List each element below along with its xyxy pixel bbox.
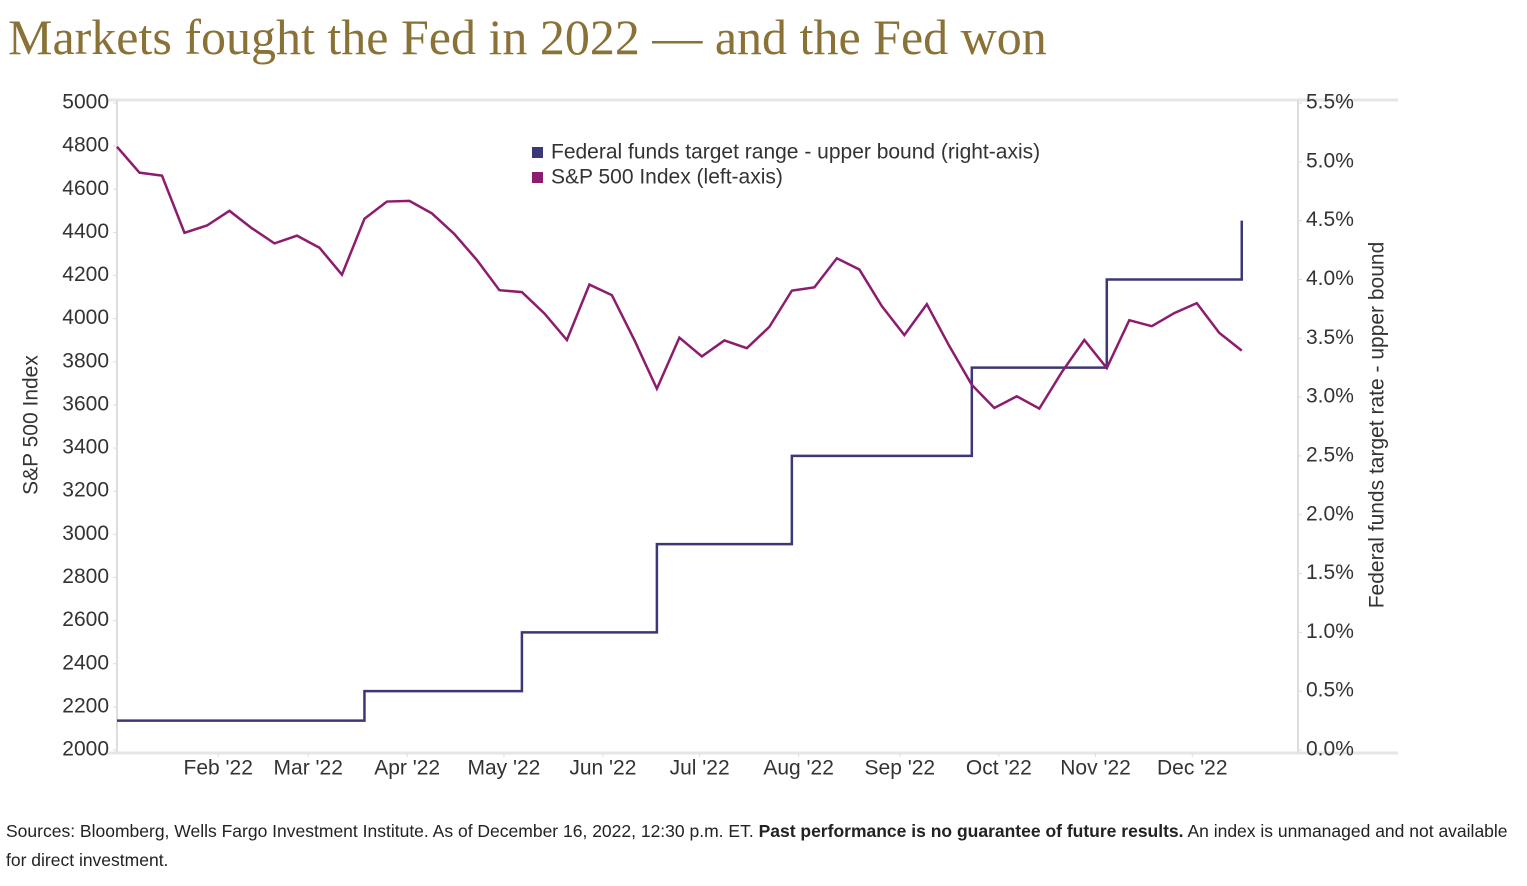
x-tick-label: Apr '22 [374,757,440,780]
series-line [116,145,1243,411]
y-tick-label: 4800 [62,134,109,157]
y-tick-label: 3800 [62,349,109,372]
x-tick-label: Nov '22 [1060,757,1131,780]
x-tick-label: Mar '22 [274,757,343,780]
y-tick-label: 2200 [62,694,109,717]
y2-axis-label: Federal funds target rate - upper bound [1366,242,1389,609]
note: An index is unmanaged and not available … [6,821,1508,870]
note-bold: Past performance is no guarantee of futu… [758,821,1184,841]
y-tick-label: 4600 [62,177,109,200]
y2-tick-label: 0.5% [1306,679,1354,702]
y2-tick-label: 3.0% [1306,385,1354,408]
y-tick-label: 2800 [62,565,109,588]
y-axis-label: S&P 500 Index [20,355,43,495]
chart-title: Markets fought the Fed in 2022 — and the… [8,9,1047,65]
x-tick-label: Dec '22 [1157,757,1228,780]
y2-tick-label: 2.0% [1306,502,1354,525]
x-tick-label: Sep '22 [865,757,936,780]
x-tick-label: Feb '22 [184,757,253,780]
y2-tick-label: 1.0% [1306,620,1354,643]
y2-tick-label: 3.5% [1306,326,1354,349]
y-tick-label: 4400 [62,220,109,243]
y-tick-label: 3600 [62,392,109,415]
note: Sources: Bloomberg, Wells Fargo Investme… [6,821,754,841]
y-tick-label: 5000 [62,91,109,114]
legend-label: Federal funds target range - upper bound… [551,141,1040,164]
y2-tick-label: 0.0% [1306,738,1354,761]
y-tick-label: 4000 [62,306,109,329]
y-tick-label: 3000 [62,522,109,545]
y-tick-label: 3200 [62,479,109,502]
y-tick-label: 3400 [62,436,109,459]
y2-tick-label: 1.5% [1306,561,1354,584]
x-tick-label: Jul '22 [670,757,730,780]
source-note: Sources: Bloomberg, Wells Fargo Investme… [6,817,1521,875]
x-tick-label: Aug '22 [763,757,834,780]
legend-label: S&P 500 Index (left-axis) [551,166,783,189]
y2-tick-label: 4.5% [1306,208,1354,231]
y-tick-label: 4200 [62,263,109,286]
series-line [117,220,1244,722]
x-tick-label: Jun '22 [569,757,636,780]
y2-tick-label: 5.0% [1306,149,1354,172]
y2-tick-label: 4.0% [1306,267,1354,290]
legend-swatch [532,147,543,158]
y-tick-label: 2000 [62,738,109,761]
legend-swatch [532,172,543,183]
y2-tick-label: 5.5% [1306,91,1354,114]
chart: 2000 2200 2400 2600 2800 3000 3200 3400 3600 3800… [20,91,1398,780]
y2-tick-label: 2.5% [1306,443,1354,466]
y-tick-label: 2400 [62,651,109,674]
y-tick-label: 2600 [62,608,109,631]
x-tick-label: May '22 [467,757,540,780]
x-tick-label: Oct '22 [966,757,1032,780]
